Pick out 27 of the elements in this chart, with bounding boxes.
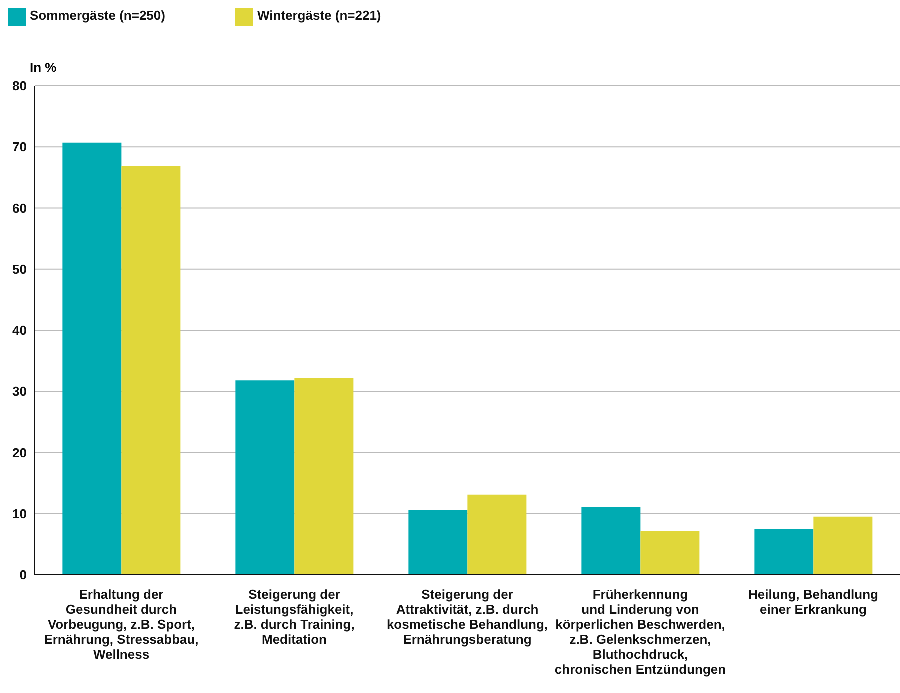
bar xyxy=(640,530,700,575)
bar xyxy=(754,529,814,575)
y-tick-label: 50 xyxy=(12,262,27,277)
y-tick-label: 40 xyxy=(12,323,27,338)
legend-label: Sommergäste (n=250) xyxy=(30,8,166,24)
y-tick-label: 60 xyxy=(12,200,27,216)
bar xyxy=(814,516,873,575)
y-tick-label: 20 xyxy=(12,445,27,460)
x-tick-label: Erhaltung der Gesundheit durch Vorbeugung, z.B. Sport, Ernährung, Stressabbau, Wellness xyxy=(44,587,199,662)
bar xyxy=(468,494,527,575)
y-tick-label: 10 xyxy=(12,506,27,522)
bar xyxy=(236,380,295,575)
y-tick-label: 80 xyxy=(12,78,27,94)
bar xyxy=(408,510,468,575)
x-tick-label: Früherkennung und Linderung von körperlichen Beschwerden, z.B. Gelenkschmerzen, Bluthochdruck, chronischen Entzündungen xyxy=(554,587,726,677)
bar xyxy=(582,507,641,575)
bar xyxy=(122,166,181,575)
x-tick-label: Steigerung der Leistungsfähigkeit, z.B. durch Training, Meditation xyxy=(234,587,355,647)
bar xyxy=(294,378,354,575)
y-tick-label: 0 xyxy=(20,568,27,583)
y-axis-title: In % xyxy=(30,60,57,75)
y-tick-label: 70 xyxy=(12,140,27,155)
legend-label: Wintergäste (n=221) xyxy=(257,8,382,24)
x-tick-label: Steigerung der Attraktivität, z.B. durch kosmetische Behandlung, Ernährungsberatung xyxy=(386,587,548,647)
x-tick-label: Heilung, Behandlung einer Erkrankung xyxy=(748,587,879,617)
bar xyxy=(62,142,122,575)
y-tick-label: 30 xyxy=(12,384,27,400)
